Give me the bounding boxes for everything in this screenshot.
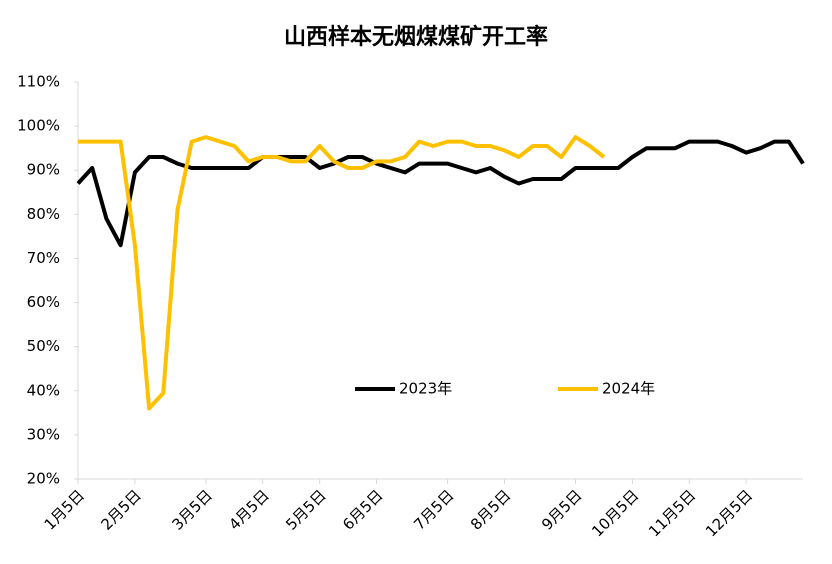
y-tick-label: 40% [27,381,60,399]
x-tick-label: 3月5日 [169,486,216,533]
x-tick-label: 2月5日 [97,486,144,533]
x-tick-label: 6月5日 [339,486,386,533]
line [76,139,805,248]
x-tick-label: 8月5日 [467,486,514,533]
x-tick-label: 5月5日 [282,486,329,533]
x-tick-label: 4月5日 [225,486,272,533]
y-tick-label: 80% [27,205,60,223]
x-tick-label: 7月5日 [410,486,457,533]
legend-label: 2024年 [602,380,655,398]
y-tick-label: 70% [27,249,60,267]
chart-title: 山西样本无烟煤煤矿开工率 [284,24,548,50]
y-tick-label: 50% [27,337,60,355]
y-tick-label: 110% [17,73,60,91]
y-tick-label: 90% [27,161,60,179]
x-tick-label: 9月5日 [538,486,585,533]
line [78,135,606,411]
y-tick-label: 60% [27,293,60,311]
x-tick-label: 1月5日 [41,486,88,533]
legend-label: 2023年 [399,380,452,398]
x-tick-label: 10月5日 [588,486,642,540]
x-tick-label: 11月5日 [645,486,699,540]
y-tick-label: 20% [27,470,60,488]
y-tick-label: 100% [17,117,60,135]
x-tick-label: 12月5日 [702,486,756,540]
y-tick-label: 30% [27,425,60,443]
